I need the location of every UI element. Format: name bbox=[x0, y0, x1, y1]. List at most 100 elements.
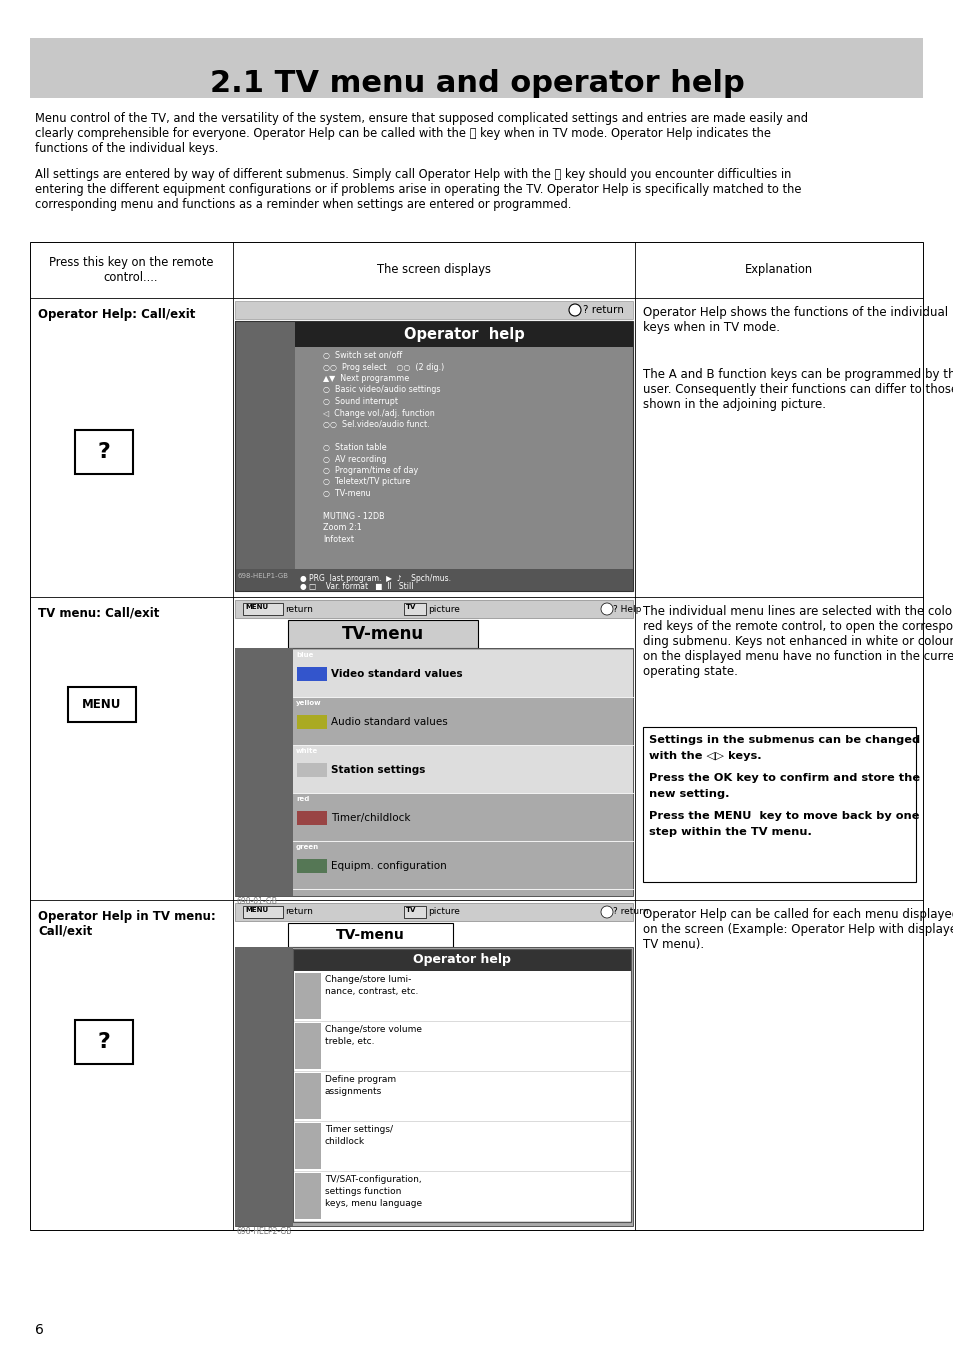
Text: ○○  Prog select    ○○  (2 dig.): ○○ Prog select ○○ (2 dig.) bbox=[323, 362, 444, 372]
Text: All settings are entered by way of different submenus. Simply call Operator Help: All settings are entered by way of diffe… bbox=[35, 168, 801, 211]
Text: MUTING - 12DB: MUTING - 12DB bbox=[323, 512, 384, 521]
Text: ○○  Sel.video/audio funct.: ○○ Sel.video/audio funct. bbox=[323, 420, 429, 430]
Text: ● PRG  last program.  ▶  ♪    Spch/mus.: ● PRG last program. ▶ ♪ Spch/mus. bbox=[299, 574, 451, 584]
Text: ▲▼  Next programme: ▲▼ Next programme bbox=[323, 374, 409, 382]
Text: Settings in the submenus can be changed: Settings in the submenus can be changed bbox=[648, 735, 919, 744]
Circle shape bbox=[600, 603, 613, 615]
Text: ○  Switch set on/off: ○ Switch set on/off bbox=[323, 351, 402, 359]
Text: with the ◁▷ keys.: with the ◁▷ keys. bbox=[648, 751, 760, 761]
Bar bbox=[296, 859, 327, 873]
Bar bbox=[296, 763, 327, 777]
Text: Timer/childlock: Timer/childlock bbox=[331, 813, 410, 823]
Text: Timer settings/: Timer settings/ bbox=[325, 1125, 393, 1133]
Text: Operator Help can be called for each menu displayed
on the screen (Example: Oper: Operator Help can be called for each men… bbox=[642, 908, 953, 951]
Bar bbox=[75, 1020, 132, 1065]
Bar bbox=[293, 842, 633, 889]
Text: ○  Sound interrupt: ○ Sound interrupt bbox=[323, 397, 397, 407]
Bar bbox=[294, 973, 320, 1019]
Text: TV menu: Call/exit: TV menu: Call/exit bbox=[38, 607, 159, 620]
Text: Change/store volume: Change/store volume bbox=[325, 1025, 421, 1034]
Circle shape bbox=[568, 304, 580, 316]
Bar bbox=[234, 648, 633, 896]
Bar bbox=[288, 620, 477, 648]
Text: Press the OK key to confirm and store the: Press the OK key to confirm and store th… bbox=[648, 773, 919, 784]
Bar bbox=[293, 794, 633, 842]
Text: MENU: MENU bbox=[245, 604, 268, 611]
Text: return: return bbox=[285, 908, 313, 916]
Text: Operator Help: Call/exit: Operator Help: Call/exit bbox=[38, 308, 195, 322]
Text: Press the MENU  key to move back by one: Press the MENU key to move back by one bbox=[648, 811, 919, 821]
Bar bbox=[234, 600, 633, 617]
Text: 698-HELP1-GB: 698-HELP1-GB bbox=[237, 573, 289, 580]
Text: Zoom 2:1: Zoom 2:1 bbox=[323, 523, 361, 532]
Text: ○  Teletext/TV picture: ○ Teletext/TV picture bbox=[323, 477, 410, 486]
Bar bbox=[294, 1023, 320, 1069]
Bar bbox=[68, 688, 136, 721]
Text: ? Help: ? Help bbox=[613, 604, 640, 613]
Text: Station settings: Station settings bbox=[331, 765, 425, 775]
Bar bbox=[294, 322, 633, 590]
Bar bbox=[403, 907, 426, 917]
Text: picture: picture bbox=[428, 908, 459, 916]
Text: ● □    Var. format   ■  II   Still: ● □ Var. format ■ II Still bbox=[299, 582, 413, 590]
Text: 2.1 TV menu and operator help: 2.1 TV menu and operator help bbox=[210, 69, 743, 97]
Bar bbox=[293, 948, 630, 971]
Text: TV: TV bbox=[406, 604, 416, 611]
Bar bbox=[234, 322, 633, 590]
Bar bbox=[296, 667, 327, 681]
Bar bbox=[30, 242, 923, 1229]
Circle shape bbox=[600, 907, 613, 917]
Text: green: green bbox=[295, 844, 319, 850]
Text: TV/SAT-configuration,: TV/SAT-configuration, bbox=[325, 1175, 421, 1183]
Bar bbox=[296, 811, 327, 825]
Bar bbox=[234, 648, 293, 896]
Text: ○  Program/time of day: ○ Program/time of day bbox=[323, 466, 417, 476]
Text: Menu control of the TV, and the versatility of the system, ensure that supposed : Menu control of the TV, and the versatil… bbox=[35, 112, 807, 155]
Text: new setting.: new setting. bbox=[648, 789, 729, 798]
Bar bbox=[288, 923, 453, 947]
Text: The screen displays: The screen displays bbox=[376, 263, 491, 277]
Text: 698-01-GB: 698-01-GB bbox=[236, 897, 277, 907]
Text: TV-menu: TV-menu bbox=[341, 626, 424, 643]
Bar bbox=[234, 322, 294, 590]
Text: yellow: yellow bbox=[295, 700, 321, 707]
Bar bbox=[293, 650, 633, 697]
Text: The individual menu lines are selected with the colou-
red keys of the remote co: The individual menu lines are selected w… bbox=[642, 605, 953, 678]
Text: ? return: ? return bbox=[613, 908, 648, 916]
Bar bbox=[293, 971, 630, 1223]
Text: MENU: MENU bbox=[82, 697, 122, 711]
Bar bbox=[296, 715, 327, 730]
Text: return: return bbox=[285, 604, 313, 613]
Text: ○  AV recording: ○ AV recording bbox=[323, 454, 386, 463]
Bar bbox=[30, 38, 923, 99]
Text: Operator Help in TV menu:
Call/exit: Operator Help in TV menu: Call/exit bbox=[38, 911, 215, 938]
Bar bbox=[294, 322, 633, 347]
Text: assignments: assignments bbox=[325, 1088, 382, 1096]
Bar bbox=[294, 1123, 320, 1169]
Text: red: red bbox=[295, 796, 309, 802]
Text: Operator Help shows the functions of the individual
keys when in TV mode.: Operator Help shows the functions of the… bbox=[642, 305, 947, 334]
Text: Video standard values: Video standard values bbox=[331, 669, 462, 680]
Bar bbox=[294, 1173, 320, 1219]
Text: Explanation: Explanation bbox=[744, 263, 812, 277]
Bar bbox=[293, 746, 633, 793]
Text: picture: picture bbox=[428, 604, 459, 613]
Bar bbox=[75, 430, 132, 474]
Bar bbox=[293, 948, 630, 1223]
Text: white: white bbox=[295, 748, 318, 754]
Text: TV: TV bbox=[406, 907, 416, 913]
Text: Operator  help: Operator help bbox=[403, 327, 524, 342]
Text: ◁  Change vol./adj. function: ◁ Change vol./adj. function bbox=[323, 408, 435, 417]
Text: ○  TV-menu: ○ TV-menu bbox=[323, 489, 370, 499]
Text: nance, contrast, etc.: nance, contrast, etc. bbox=[325, 988, 418, 996]
Bar bbox=[243, 603, 283, 615]
Text: ? return: ? return bbox=[582, 305, 623, 315]
Text: Define program: Define program bbox=[325, 1075, 395, 1084]
Bar bbox=[293, 698, 633, 744]
Text: Operator help: Operator help bbox=[413, 954, 511, 966]
Text: 698-HELP2-GB: 698-HELP2-GB bbox=[236, 1227, 292, 1236]
Text: ○  Station table: ○ Station table bbox=[323, 443, 386, 453]
Bar bbox=[234, 569, 633, 590]
Bar bbox=[642, 727, 915, 882]
Text: ?: ? bbox=[97, 442, 111, 462]
